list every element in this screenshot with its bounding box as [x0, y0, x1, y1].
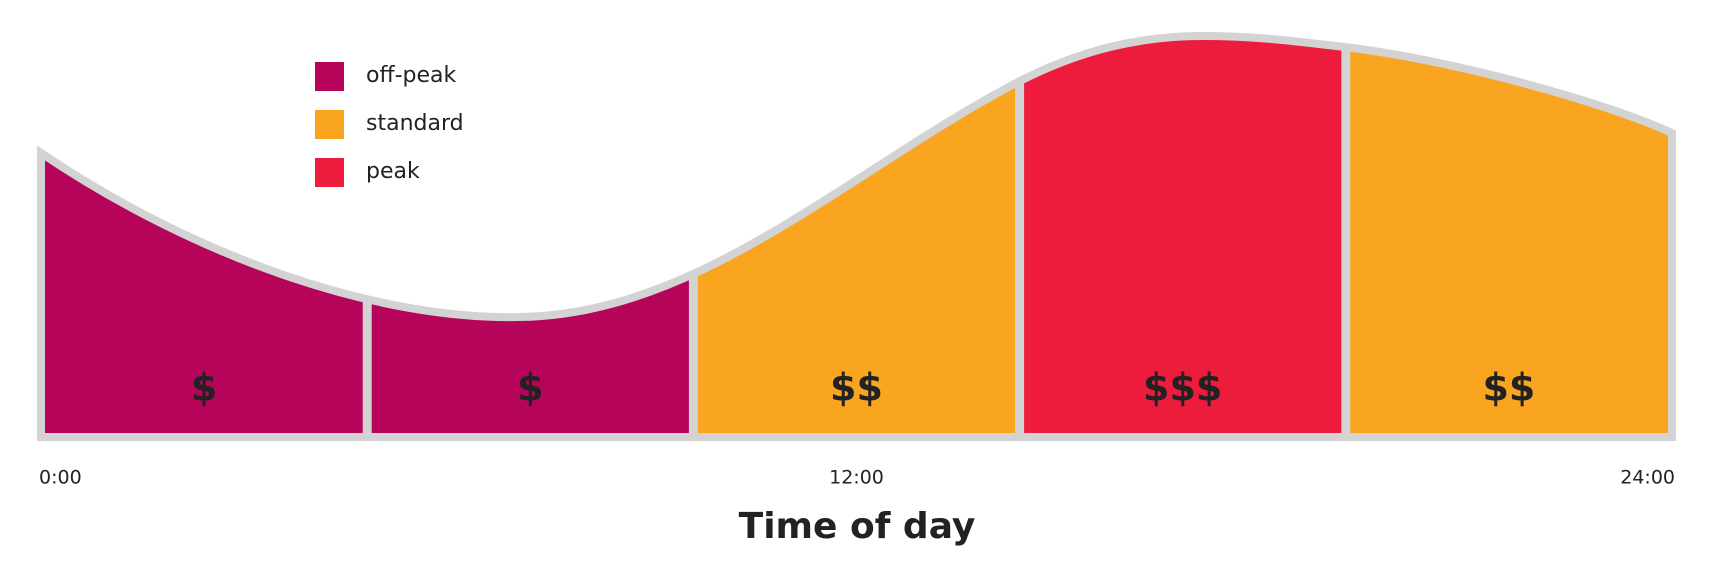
segment-label: $$$	[1143, 366, 1222, 410]
segment-label: $	[191, 366, 217, 410]
legend-swatch	[315, 158, 344, 187]
x-label: 0:00	[39, 467, 82, 489]
x-label: 12:00	[829, 467, 884, 489]
legend-label: off-peak	[366, 63, 457, 88]
legend-swatch	[315, 62, 344, 91]
legend-swatch	[315, 110, 344, 139]
legend-label: peak	[366, 159, 420, 184]
segment-label: $	[517, 366, 543, 410]
legend-label: standard	[366, 111, 464, 136]
segment-label: $$	[830, 366, 883, 410]
segment-label: $$	[1482, 366, 1535, 410]
x-label: 24:00	[1620, 467, 1675, 489]
segment	[1019, 36, 1346, 437]
x-axis-title: Time of day	[739, 506, 976, 547]
